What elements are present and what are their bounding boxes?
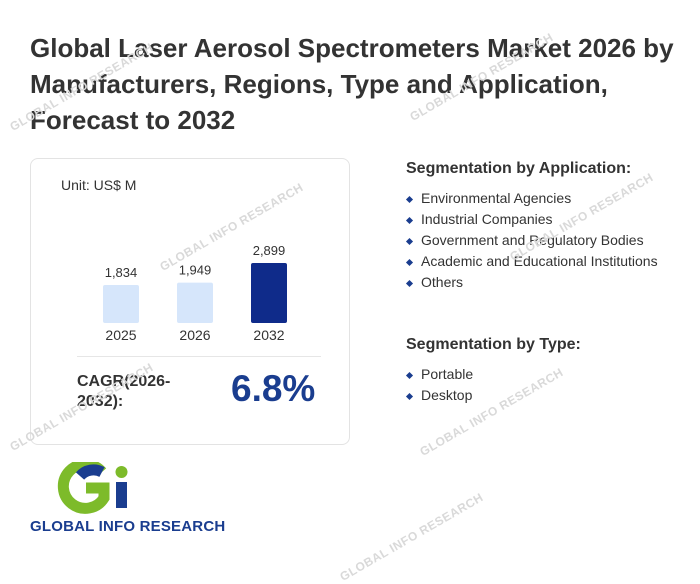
- segmentation-by-type: Segmentation by Type: Portable Desktop: [405, 336, 696, 406]
- list-item: Government and Regulatory Bodies: [405, 230, 696, 251]
- segmentation-type-heading: Segmentation by Type:: [406, 336, 581, 353]
- bar-2026: [177, 282, 213, 323]
- list-item: Others: [405, 272, 696, 293]
- type-item-label: Portable: [421, 366, 474, 382]
- application-item-label: Others: [421, 274, 464, 290]
- bar-2025: [103, 285, 139, 323]
- x-tick-label: 2025: [105, 327, 136, 343]
- x-tick-label: 2032: [253, 327, 284, 343]
- data-label: 1,949: [179, 263, 212, 278]
- bullet-icon: [405, 392, 414, 401]
- bullet-icon: [405, 195, 414, 204]
- cagr-value: 6.8%: [231, 368, 316, 409]
- watermark: GLOBAL INFO RESEARCH: [337, 490, 486, 584]
- divider: [77, 356, 321, 357]
- data-label: 1,834: [105, 265, 138, 280]
- logo-text: GLOBAL INFO RESEARCH: [30, 518, 226, 535]
- segmentation-application-heading: Segmentation by Application:: [406, 160, 632, 177]
- list-item: Environmental Agencies: [405, 188, 696, 209]
- bar-chart: 1,834 2025 1,949 2026 2,899 2032: [103, 243, 287, 343]
- bar-2032: [251, 263, 287, 323]
- application-item-label: Industrial Companies: [421, 211, 553, 227]
- cagr-label: CAGR(2026-2032):: [77, 373, 171, 410]
- type-item-label: Desktop: [421, 387, 473, 403]
- bullet-icon: [405, 279, 414, 288]
- list-item: Desktop: [405, 385, 696, 406]
- bullet-icon: [405, 216, 414, 225]
- bullet-icon: [405, 371, 414, 380]
- list-item: Portable: [405, 364, 696, 385]
- application-item-label: Government and Regulatory Bodies: [421, 232, 644, 248]
- type-list: Portable Desktop: [405, 364, 696, 406]
- company-logo-icon: [57, 462, 128, 514]
- list-item: Industrial Companies: [405, 209, 696, 230]
- application-list: Environmental Agencies Industrial Compan…: [405, 188, 696, 293]
- bullet-icon: [405, 237, 414, 246]
- market-size-card: Unit: US$ M 1,834 2025 1,949 2026 2,899 2032 …: [30, 158, 350, 445]
- list-item: Academic and Educational Institutions: [405, 251, 696, 272]
- x-tick-label: 2026: [179, 327, 210, 343]
- unit-label: Unit: US$ M: [61, 177, 137, 193]
- page-title: Global Laser Aerosol Spectrometers Marke…: [30, 33, 674, 135]
- segmentation-by-application: Segmentation by Application: Environment…: [405, 160, 696, 293]
- data-label: 2,899: [253, 243, 286, 258]
- bullet-icon: [405, 258, 414, 267]
- application-item-label: Academic and Educational Institutions: [421, 253, 658, 269]
- application-item-label: Environmental Agencies: [421, 190, 572, 206]
